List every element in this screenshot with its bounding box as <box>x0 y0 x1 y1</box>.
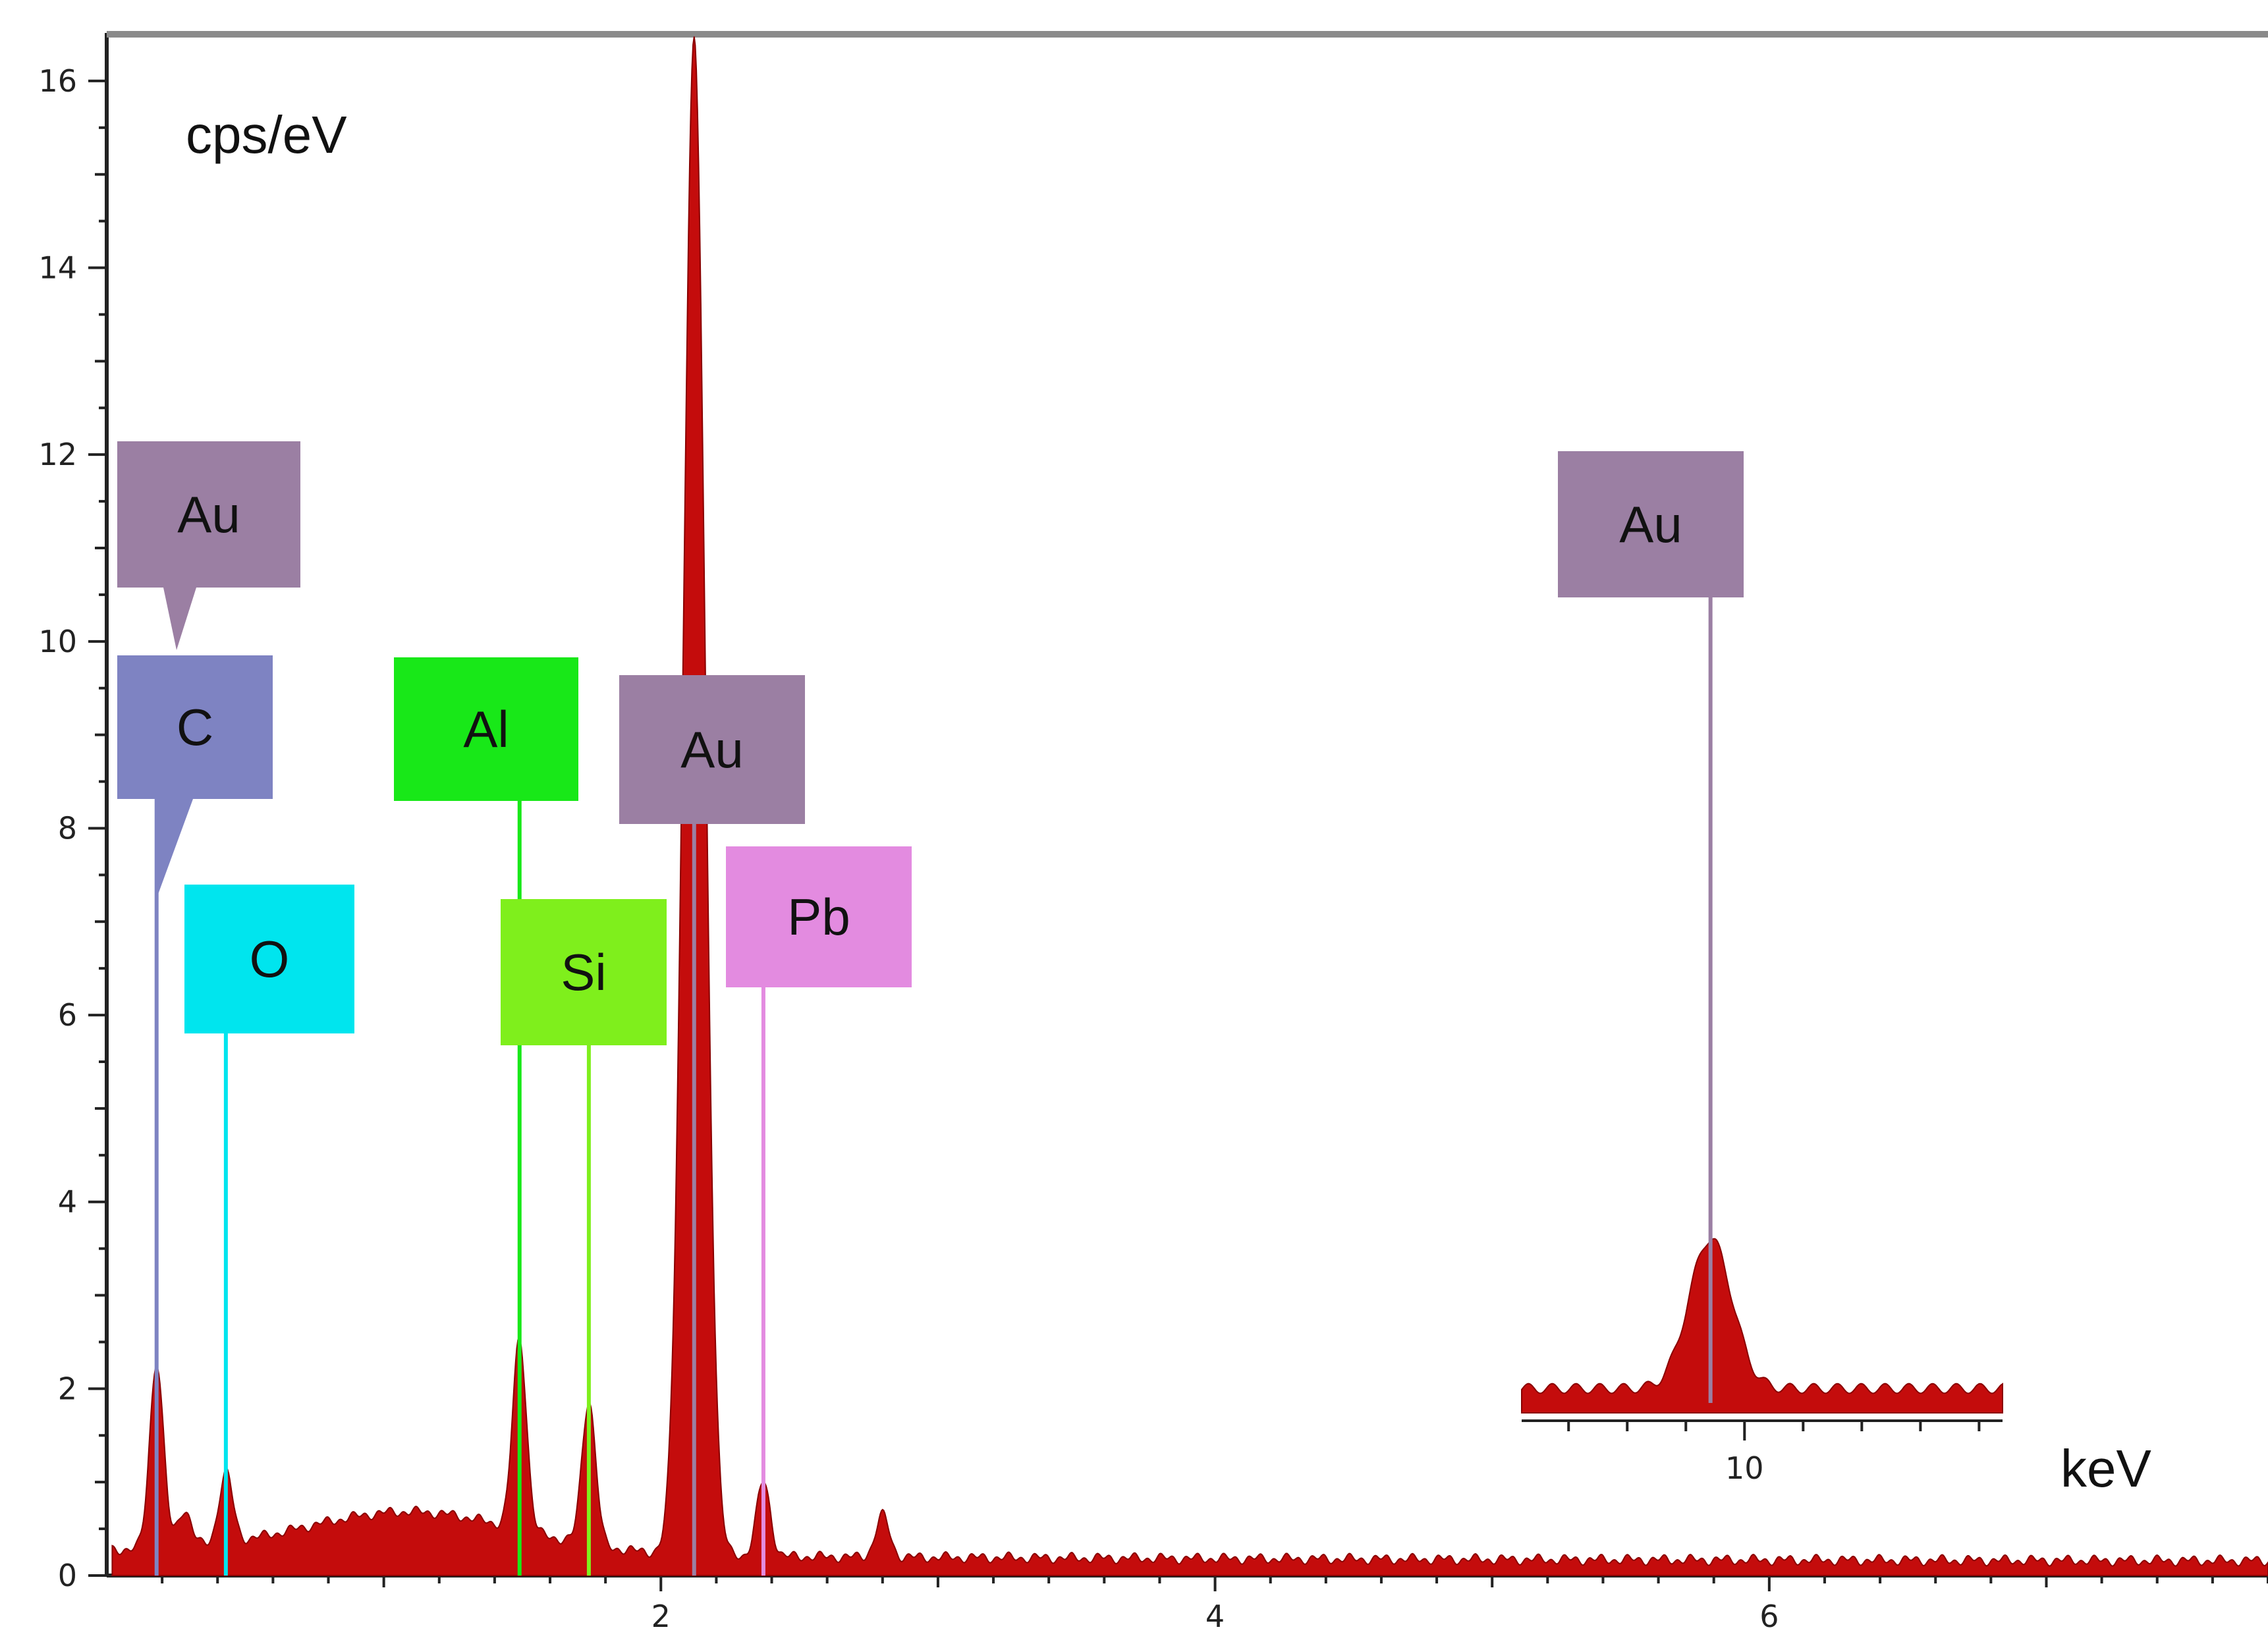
label-pointer <box>157 799 193 898</box>
y-tick-label: 0 <box>58 1558 77 1593</box>
inset-element-label: Au <box>1619 495 1682 553</box>
y-axis-unit-label: cps/eV <box>186 105 347 164</box>
element-label: O <box>250 930 290 988</box>
y-tick-label: 16 <box>38 63 77 99</box>
y-tick-label: 12 <box>38 437 77 472</box>
y-tick-label: 8 <box>58 810 77 846</box>
y-ticks: 0 2 4 6 8 10 12 14 16 <box>38 63 107 1593</box>
x-axis-unit-label: keV <box>2061 1439 2151 1498</box>
y-tick-label: 14 <box>38 250 77 286</box>
element-label-box <box>619 675 805 824</box>
inset-spectrum-area <box>1521 1238 2003 1413</box>
element-label: Al <box>463 700 509 758</box>
y-tick-label: 2 <box>58 1371 77 1406</box>
spectrum-layer <box>111 36 2268 1576</box>
plot-frame <box>105 31 2268 1577</box>
inset-tick-label: 10 <box>1725 1450 1764 1486</box>
element-label-box <box>117 441 300 588</box>
element-label-box <box>501 899 667 1045</box>
element-label-box <box>117 655 273 799</box>
element-label: Si <box>561 943 606 1001</box>
x-tick-label: 2 <box>651 1599 671 1634</box>
marker-lines <box>154 799 765 1576</box>
y-tick-label: 4 <box>58 1184 77 1220</box>
spectrum-area <box>111 36 2268 1576</box>
inset-label-box <box>1558 451 1744 597</box>
inset-spectrum: 10 Au <box>1521 451 2003 1486</box>
element-label-box <box>184 885 354 1033</box>
element-label: Au <box>680 721 743 779</box>
element-label-box <box>726 846 912 987</box>
element-label: Pb <box>787 888 850 946</box>
x-tick-label: 4 <box>1205 1599 1225 1634</box>
x-ticks: 2 4 6 <box>161 1576 2268 1634</box>
element-labels: Au C O Al Si Au Pb <box>117 441 912 1045</box>
element-label-box <box>394 657 578 801</box>
element-label: C <box>177 698 213 756</box>
element-label: Au <box>177 485 240 543</box>
label-pointer <box>163 588 196 650</box>
x-tick-label: 6 <box>1759 1599 1779 1634</box>
y-tick-label: 6 <box>58 997 77 1033</box>
y-tick-label: 10 <box>38 624 77 659</box>
